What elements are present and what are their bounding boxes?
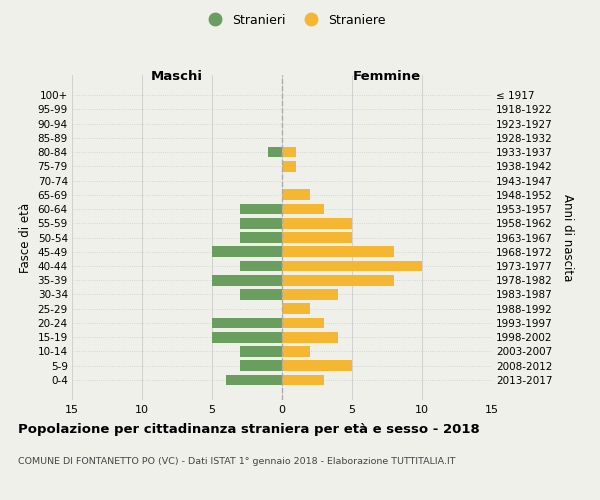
Bar — [282, 218, 352, 228]
Bar — [282, 332, 338, 342]
Bar — [212, 332, 282, 342]
Bar — [282, 346, 310, 356]
Bar — [212, 275, 282, 285]
Y-axis label: Fasce di età: Fasce di età — [19, 202, 32, 272]
Bar — [282, 374, 324, 385]
Bar — [282, 232, 352, 243]
Bar — [282, 161, 296, 172]
Y-axis label: Anni di nascita: Anni di nascita — [561, 194, 574, 281]
Text: Maschi: Maschi — [151, 70, 203, 83]
Bar — [282, 275, 394, 285]
Bar — [282, 260, 422, 272]
Text: Femmine: Femmine — [353, 70, 421, 83]
Bar — [282, 318, 324, 328]
Bar — [282, 360, 352, 371]
Bar — [268, 146, 282, 158]
Bar — [282, 146, 296, 158]
Bar — [212, 318, 282, 328]
Text: Popolazione per cittadinanza straniera per età e sesso - 2018: Popolazione per cittadinanza straniera p… — [18, 422, 480, 436]
Bar — [240, 260, 282, 272]
Bar — [240, 218, 282, 228]
Bar — [240, 232, 282, 243]
Bar — [240, 360, 282, 371]
Bar — [212, 246, 282, 257]
Bar — [282, 190, 310, 200]
Bar — [282, 204, 324, 214]
Bar — [282, 246, 394, 257]
Bar — [240, 346, 282, 356]
Legend: Stranieri, Straniere: Stranieri, Straniere — [197, 8, 391, 32]
Bar — [240, 204, 282, 214]
Bar — [240, 289, 282, 300]
Bar — [226, 374, 282, 385]
Text: COMUNE DI FONTANETTO PO (VC) - Dati ISTAT 1° gennaio 2018 - Elaborazione TUTTITA: COMUNE DI FONTANETTO PO (VC) - Dati ISTA… — [18, 458, 455, 466]
Bar — [282, 289, 338, 300]
Bar — [282, 304, 310, 314]
